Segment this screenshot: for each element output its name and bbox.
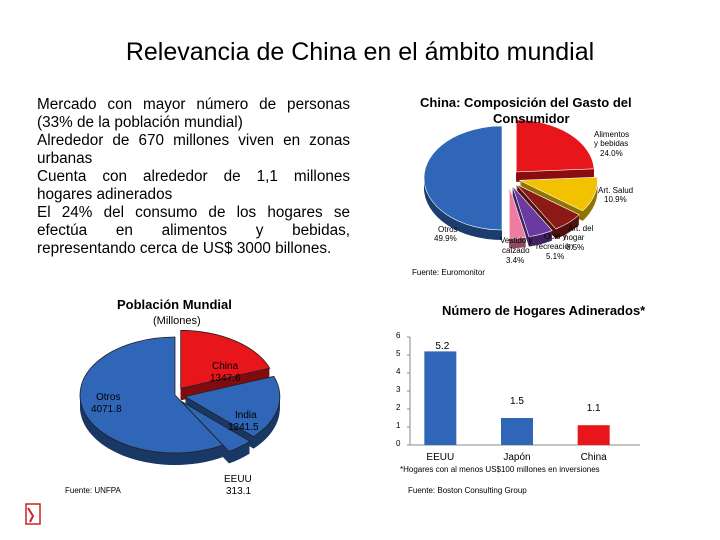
hogares-bar	[577, 425, 610, 445]
poblacion-chart-title: Población Mundial	[117, 297, 232, 312]
hogares-chart-title: Número de Hogares Adinerados*	[442, 303, 646, 318]
slide-footer-icon	[24, 502, 46, 533]
gasto-label-hogar: Art. del	[568, 224, 594, 233]
slide-title: Relevancia de China en el ámbito mundial	[125, 38, 595, 66]
poblacion-slice	[180, 330, 271, 389]
gasto-label-ocio: Ocio y	[544, 232, 567, 241]
hogares-source: Fuente: Boston Consulting Group	[408, 486, 527, 495]
poblacion-slice	[183, 375, 281, 438]
poblacion-label-china: China	[212, 361, 239, 372]
gasto-label-hogar-2: hogar	[564, 233, 585, 242]
hogares-y-tick-label: 1	[396, 421, 401, 430]
gasto-label-alimentos: Alimentos	[594, 130, 630, 139]
poblacion-slice	[79, 336, 224, 454]
bullet-text: Cuenta con alrededor de 1,1 millones hog…	[37, 168, 350, 203]
hogares-value-label: 1.1	[586, 403, 601, 415]
gasto-label-otros: Otros	[438, 225, 458, 234]
hogares-y-tick-label: 4	[396, 367, 401, 376]
gasto-label-ocio-2: recreación	[536, 242, 574, 251]
bullet-item: Cuenta con alrededor de 1,1 millones hog…	[20, 168, 350, 204]
gasto-value-hogar: 6.5%	[566, 243, 585, 252]
gasto-chart-title-line2: Consumidor	[493, 111, 570, 126]
bullet-item: Mercado con mayor número de personas (33…	[20, 96, 350, 132]
hogares-y-tick-label: 3	[396, 385, 401, 394]
hogares-y-tick-label: 5	[396, 349, 401, 358]
bullet-text: Alrededor de 670 millones viven en zonas…	[37, 132, 350, 167]
hogares-y-tick-label: 6	[396, 331, 401, 340]
poblacion-label-otros: Otros	[96, 392, 121, 403]
gasto-label-alimentos-2: y bebidas	[594, 139, 629, 148]
poblacion-label-eeuu: EEUU	[224, 474, 252, 485]
gasto-value-vestido: 3.4%	[506, 256, 525, 265]
gasto-slice	[519, 176, 598, 212]
poblacion-chart-subtitle: (Millones)	[153, 315, 201, 327]
hogares-x-category-label: China	[580, 452, 607, 463]
bullet-list: Mercado con mayor número de personas (33…	[20, 96, 350, 258]
gasto-value-salud: 10.9%	[604, 195, 627, 204]
hogares-bar	[501, 418, 533, 445]
gasto-label-vestido: Vestido y	[500, 236, 533, 245]
hogares-bar-chart	[407, 336, 640, 446]
bullet-item: Alrededor de 670 millones viven en zonas…	[20, 132, 350, 168]
hogares-x-category-label: EEUU	[426, 452, 455, 463]
poblacion-slice	[180, 400, 251, 452]
gasto-chart-title-line1: China: Composición del Gasto del	[420, 95, 632, 110]
poblacion-label-india: India	[235, 410, 257, 421]
gasto-slice	[515, 183, 580, 230]
gasto-slice	[515, 119, 595, 173]
gasto-value-alimentos: 24.0%	[600, 149, 623, 158]
bullet-text: Mercado con mayor número de personas (33…	[37, 96, 350, 131]
gasto-slice	[508, 186, 527, 239]
poblacion-value-india: 1241.5	[228, 422, 259, 433]
gasto-pie-chart	[423, 119, 598, 249]
hogares-value-label: 1.5	[510, 396, 524, 407]
hogares-footnote: *Hogares con al menos US$100 millones en…	[400, 465, 600, 474]
gasto-label-salud: Art. Salud	[598, 186, 634, 195]
poblacion-value-eeuu: 313.1	[226, 486, 252, 497]
poblacion-pie-chart	[79, 330, 281, 466]
gasto-slice	[512, 185, 553, 237]
gasto-slice	[423, 125, 503, 231]
hogares-x-category-label: Japón	[503, 452, 531, 463]
hogares-y-tick-label: 0	[396, 439, 401, 448]
bullet-item: El 24% del consumo de los hogares se efe…	[20, 204, 350, 258]
gasto-label-vestido-2: calzado	[502, 246, 530, 255]
poblacion-value-otros: 4071.8	[91, 404, 122, 415]
gasto-source: Fuente: Euromonitor	[412, 268, 485, 277]
hogares-y-tick-label: 2	[396, 403, 401, 412]
gasto-value-otros: 49.9%	[434, 234, 457, 243]
hogares-bar	[424, 351, 457, 445]
hogares-value-label: 5.2	[435, 341, 450, 353]
gasto-value-ocio: 5.1%	[546, 252, 565, 261]
poblacion-value-china: 1347.6	[210, 373, 241, 384]
poblacion-source: Fuente: UNFPA	[65, 486, 121, 495]
bullet-text: El 24% del consumo de los hogares se efe…	[37, 204, 350, 257]
